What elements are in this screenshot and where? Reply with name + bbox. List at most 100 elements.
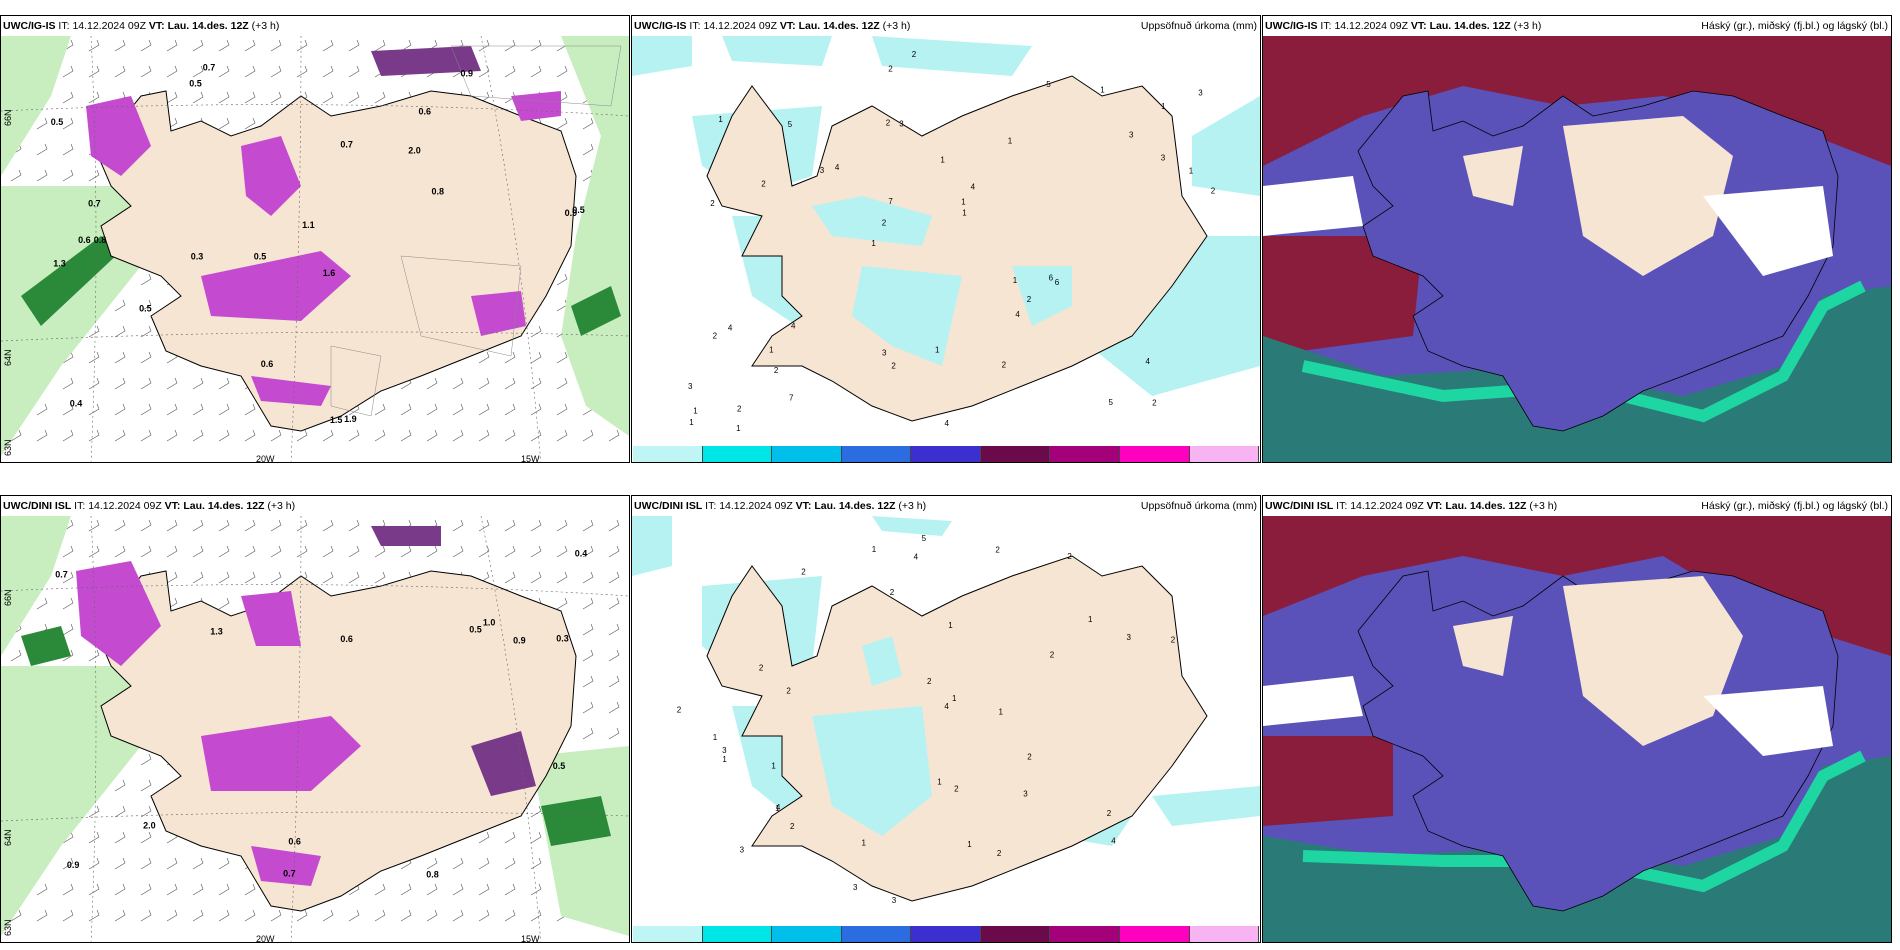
snow-value: 0.9	[67, 860, 80, 870]
legend-swatch	[911, 446, 981, 462]
wind-barb	[244, 883, 256, 896]
precip-value: 2	[677, 705, 682, 714]
wind-barb	[10, 909, 22, 922]
wind-barb	[270, 65, 282, 78]
wind-barb	[166, 909, 178, 922]
wind-barb	[478, 429, 490, 442]
wind-barb	[426, 909, 438, 922]
precip-value: 1	[962, 208, 967, 217]
snow-value: 0.4	[70, 398, 83, 408]
precip-value: 2	[1152, 399, 1157, 408]
lat-label: 63N	[3, 919, 13, 936]
wind-barb	[244, 39, 256, 52]
wind-barb	[530, 545, 542, 558]
wind-barb	[140, 429, 152, 442]
model-name: UWC/IG-IS	[3, 20, 56, 32]
wind-barb	[452, 857, 464, 870]
init-time: 14.12.2024 09Z	[72, 20, 146, 32]
precip-value: 4	[1146, 357, 1151, 366]
wind-barb	[608, 545, 620, 558]
wind-barb	[62, 649, 74, 662]
snow-value: 0.5	[51, 117, 64, 127]
snow-area	[511, 91, 561, 121]
wind-barb	[140, 519, 152, 532]
wind-barb	[62, 117, 74, 130]
wind-barb	[62, 65, 74, 78]
wind-barb	[192, 571, 204, 584]
wind-barb	[530, 325, 542, 338]
lon-label: 20W	[256, 454, 275, 463]
precip-value: 1	[1008, 137, 1013, 146]
wind-barb	[530, 857, 542, 870]
wind-barb	[478, 909, 490, 922]
wind-barb	[192, 857, 204, 870]
wind-barb	[140, 779, 152, 792]
wind-barb	[374, 429, 386, 442]
wind-barb	[452, 519, 464, 532]
precip-value: 2	[927, 677, 932, 686]
wind-barb	[244, 571, 256, 584]
precip-value: 2	[790, 822, 795, 831]
panel-header: UWC/DINI ISL IT: 14.12.2024 09Z VT: Lau.…	[1263, 496, 1891, 516]
wind-barb	[478, 857, 490, 870]
precip-value: 2	[786, 686, 791, 695]
wind-barb	[426, 429, 438, 442]
wind-barb	[426, 545, 438, 558]
clear-land-area	[1453, 576, 1743, 746]
precip-value: 5	[922, 534, 927, 543]
wind-barb	[426, 377, 438, 390]
snow-value-labels: 0.70.60.90.51.60.80.52.01.30.71.10.40.50…	[51, 63, 585, 426]
snow-wind-map: 20W 15W 66N 64N 63N 0.70.60.90.51.60.80.…	[1, 36, 629, 463]
panel-title: Háský (gr.), miðský (fj.bl.) og lágský (…	[1701, 20, 1888, 32]
precip-value: 1	[871, 239, 876, 248]
wind-barb	[192, 377, 204, 390]
panel-precip-igis: UWC/IG-IS IT: 14.12.2024 09Z VT: Lau. 14…	[631, 15, 1261, 463]
wind-barb	[36, 883, 48, 896]
wind-barb	[348, 545, 360, 558]
wind-barb	[608, 519, 620, 532]
wind-barb	[140, 857, 152, 870]
wind-barb	[478, 831, 490, 844]
wind-barb	[88, 649, 100, 662]
precip-value: 2	[997, 849, 1002, 858]
wind-barb	[608, 727, 620, 740]
wind-barb	[452, 429, 464, 442]
wind-barb	[36, 403, 48, 416]
wind-barb	[88, 909, 100, 922]
precip-value: 3	[853, 883, 858, 892]
cloud-map	[1263, 516, 1891, 942]
wind-barb	[140, 377, 152, 390]
precip-value: 2	[995, 545, 1000, 554]
precip-value: 2	[713, 331, 718, 340]
wind-barb	[114, 403, 126, 416]
light-precip-area	[1, 36, 71, 176]
wind-barb	[530, 909, 542, 922]
panel-title: Uppsöfnuð úrkoma (mm)	[1140, 20, 1257, 32]
snow-area	[241, 136, 301, 216]
legend-swatch	[772, 926, 842, 942]
wind-barb	[478, 883, 490, 896]
wind-barb	[88, 831, 100, 844]
snow-value: 0.7	[88, 199, 101, 209]
lat-label: 66N	[3, 109, 13, 126]
lat-label: 63N	[3, 439, 13, 456]
wind-barb	[88, 545, 100, 558]
precip-value: 7	[888, 197, 893, 206]
snow-value: 0.8	[94, 235, 107, 245]
panel-header: UWC/IG-IS IT: 14.12.2024 09Z VT: Lau. 14…	[1263, 16, 1891, 36]
snow-area	[241, 591, 301, 646]
panel-cloud-dini: UWC/DINI ISL IT: 14.12.2024 09Z VT: Lau.…	[1262, 495, 1892, 943]
wind-barb	[166, 377, 178, 390]
wind-barb	[62, 143, 74, 156]
precip-value: 2	[912, 50, 917, 59]
snow-value: 0.7	[340, 139, 353, 149]
wind-barb	[400, 909, 412, 922]
wind-barb	[530, 403, 542, 416]
wind-barb	[88, 65, 100, 78]
wind-barb	[504, 571, 516, 584]
lon-label: 15W	[521, 934, 540, 943]
wind-barb	[322, 909, 334, 922]
wind-barb	[530, 831, 542, 844]
snow-area	[201, 716, 361, 791]
wind-barb	[244, 429, 256, 442]
